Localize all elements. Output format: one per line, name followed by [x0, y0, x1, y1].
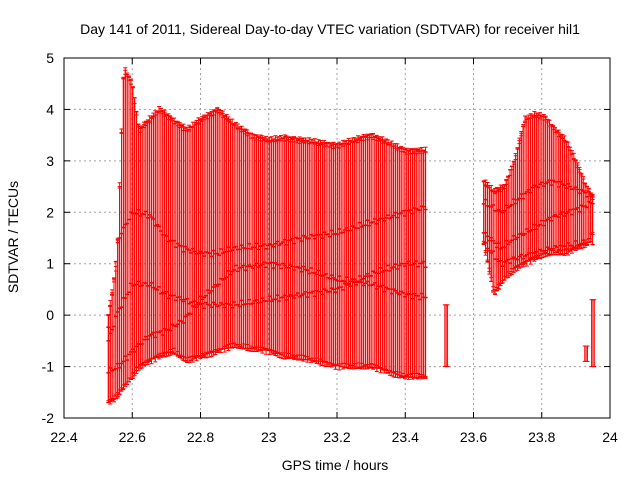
y-axis-label: SDTVAR / TECUs: [5, 181, 21, 293]
x-tick-label: 23.4: [392, 429, 419, 445]
y-tick-label: 5: [46, 50, 54, 66]
chart-title: Day 141 of 2011, Sidereal Day-to-day VTE…: [80, 21, 580, 37]
y-tick-label: 4: [46, 101, 54, 117]
y-tick-label: 1: [46, 256, 54, 272]
y-tick-label: 3: [46, 153, 54, 169]
x-tick-label: 24: [602, 429, 618, 445]
x-tick-label: 22.6: [119, 429, 146, 445]
data-layer: [106, 67, 597, 405]
plot-frame: [63, 57, 611, 419]
y-tick-label: -1: [42, 359, 55, 375]
y-tick-label: -2: [42, 410, 55, 426]
x-tick-label: 23.8: [528, 429, 555, 445]
x-tick-label: 23: [261, 429, 277, 445]
x-tick-label: 22.8: [187, 429, 214, 445]
x-axis-label: GPS time / hours: [282, 457, 389, 473]
y-tick-label: 2: [46, 204, 54, 220]
tick-layer: 22.4 22.6 22.8 23 23.2 23.4 23.6 23.8 24-2-10123…: [42, 50, 618, 445]
y-tick-label: 0: [46, 307, 54, 323]
x-tick-label: 23.2: [323, 429, 350, 445]
x-tick-label: 23.6: [460, 429, 487, 445]
x-tick-label: 22.4: [50, 429, 77, 445]
